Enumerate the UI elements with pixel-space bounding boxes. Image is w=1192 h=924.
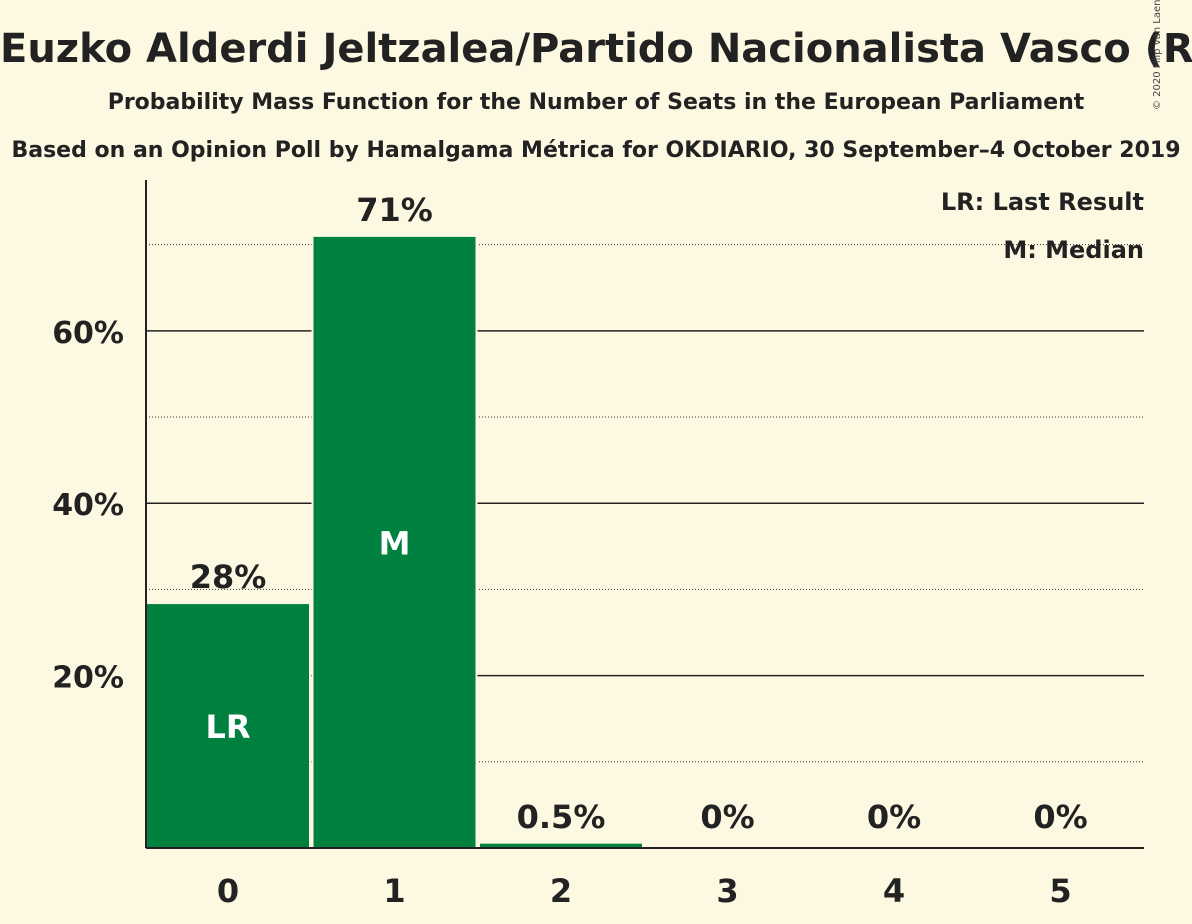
x-tick-label: 3 (716, 872, 738, 910)
y-tick-label: 20% (52, 661, 124, 696)
poll-source: Based on an Opinion Poll by Hamalgama Mé… (11, 138, 1181, 163)
y-tick-label: 40% (52, 488, 124, 523)
x-tick-label: 4 (883, 872, 905, 910)
bar (147, 604, 309, 848)
bar-marker-label: LR (205, 708, 250, 746)
chart-subtitle: Probability Mass Function for the Number… (107, 90, 1085, 115)
x-tick-label: 0 (217, 872, 239, 910)
chart-title: Euzko Alderdi Jeltzalea/Partido Nacional… (0, 26, 1192, 72)
legend-median: M: Median (1003, 236, 1144, 264)
x-tick-label: 5 (1049, 872, 1071, 910)
bar-marker-label: M (379, 524, 411, 562)
value-label: 0% (1033, 798, 1087, 836)
y-tick-label: 60% (52, 316, 124, 351)
legend-last-result: LR: Last Result (941, 188, 1144, 216)
bar (313, 236, 476, 848)
x-tick-label: 1 (383, 872, 405, 910)
value-label: 71% (356, 191, 433, 229)
value-label: 28% (190, 558, 267, 596)
value-label: 0.5% (517, 798, 606, 836)
value-label: 0% (700, 798, 754, 836)
x-tick-label: 2 (550, 872, 572, 910)
bar (480, 843, 642, 848)
value-label: 0% (867, 798, 921, 836)
